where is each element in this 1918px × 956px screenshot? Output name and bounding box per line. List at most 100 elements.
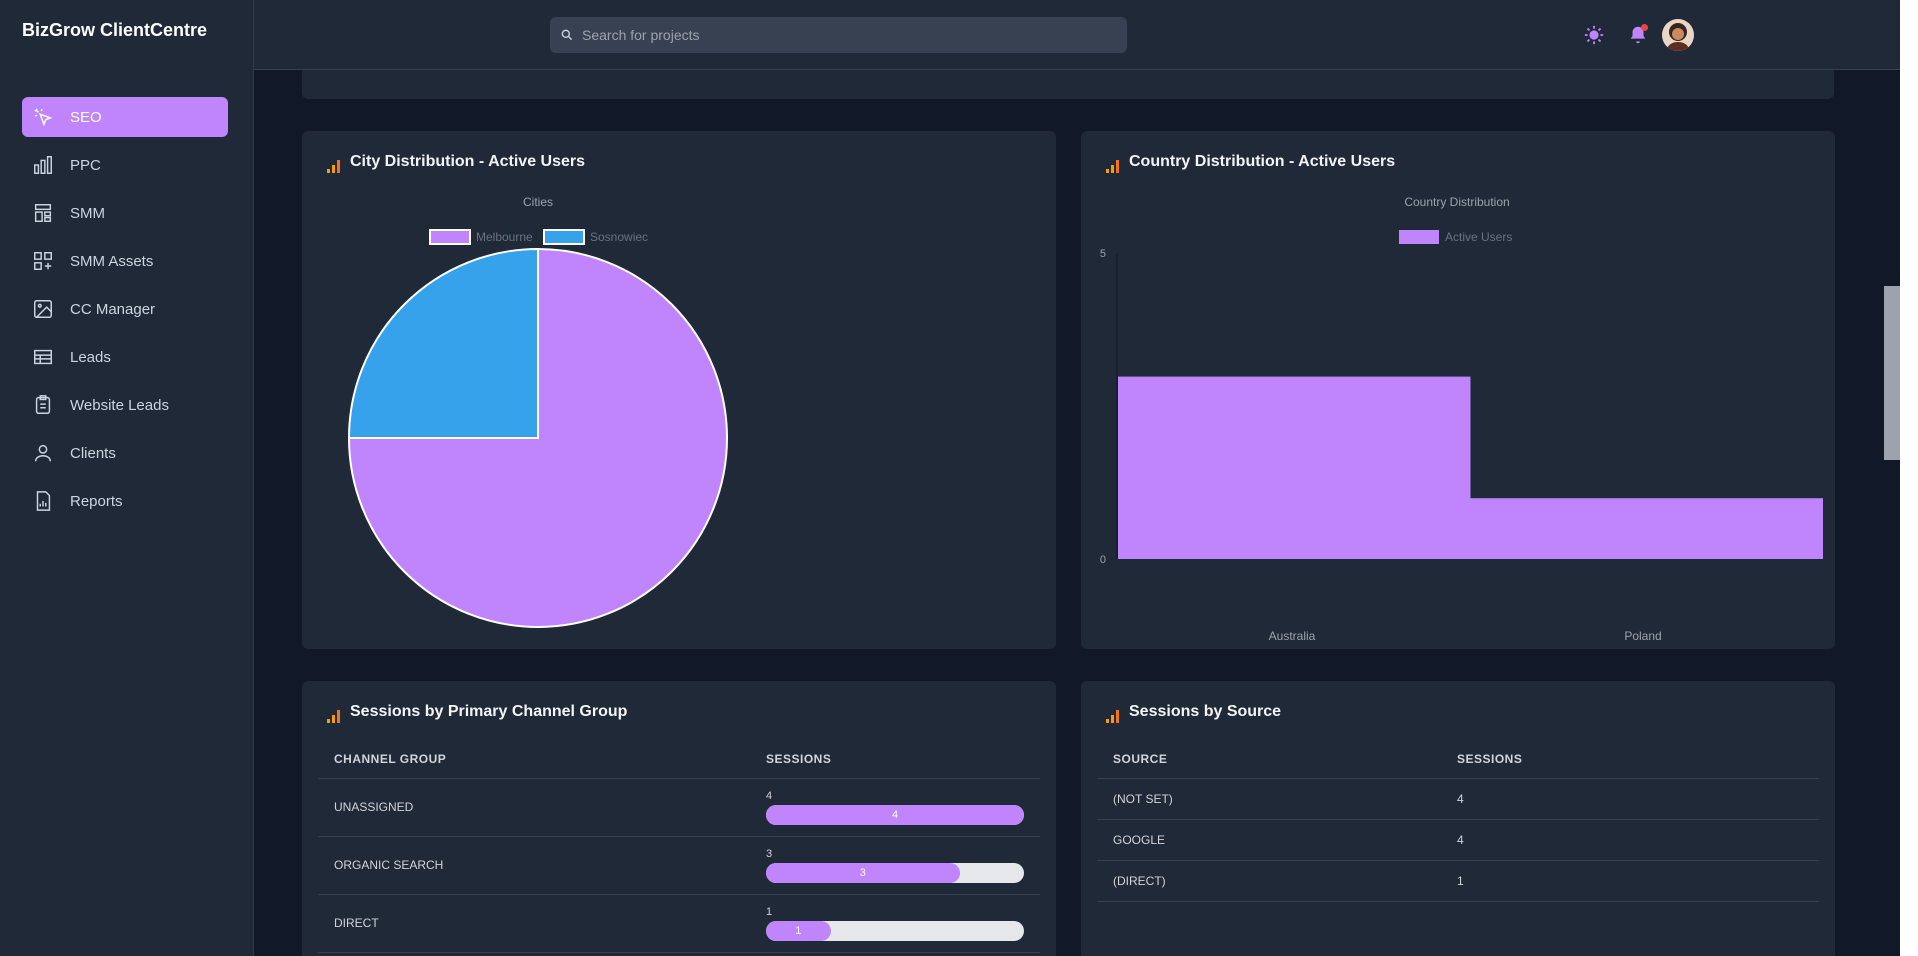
card-title: Sessions by Source [1129,703,1282,720]
image-icon [32,298,54,320]
sessions-progress-fill: 1 [766,920,831,941]
sidebar-item-leads[interactable]: Leads [22,337,228,377]
sidebar-item-reports[interactable]: Reports [22,481,228,521]
analytics-icon [1105,708,1121,724]
sidebar-item-seo[interactable]: SEO [22,97,228,137]
y-tick-label-5: 5 [1100,248,1106,260]
scrollbar-track[interactable] [1900,0,1918,956]
source-table: SOURCE SESSIONS (NOT SET) 4 GOOGLE 4 (DIRECT… [1097,741,1819,902]
city-distribution-card: City Distribution - Active Users Cities … [302,131,1056,649]
sidebar-item-label: PPC [70,156,101,174]
notification-dot [1641,24,1648,31]
x-tick-label-poland: Poland [1624,629,1661,643]
pie-slice-sosnowiec[interactable] [347,247,539,439]
sessions-value: 1 [766,905,773,918]
table-header-row: SOURCE SESSIONS [1097,741,1819,779]
sidebar-item-smm-assets[interactable]: SMM Assets [22,241,228,281]
table-icon [32,346,54,368]
apps-add-icon [32,250,54,272]
legend-swatch-active-users [1399,230,1439,244]
bar-chart-icon [32,154,54,176]
sessions-progress-bar: 3 [766,862,1024,883]
search-box[interactable] [550,17,1127,53]
table-row: (NOT SET) 4 [1097,778,1819,820]
search-icon [561,29,573,41]
channel-group-table: CHANNEL GROUP SESSIONS UNASSIGNED 4 4 ORGAN… [318,741,1040,953]
legend-label-melbourne[interactable]: Melbourne [476,230,533,244]
sidebar-item-smm[interactable]: SMM [22,193,228,233]
sidebar-item-cc-manager[interactable]: CC Manager [22,289,228,329]
analytics-icon [1105,158,1121,174]
source-name: GOOGLE [1097,819,1457,861]
sidebar-item-label: CC Manager [70,300,156,318]
source-name: (DIRECT) [1097,860,1457,902]
legend-swatch-sosnowiec [543,229,585,245]
cursor-click-icon [32,106,54,128]
legend-label-active-users[interactable]: Active Users [1445,230,1512,244]
legend-label-sosnowiec[interactable]: Sosnowiec [590,230,648,244]
source-card: Sessions by Source SOURCE SESSIONS (NOT … [1081,681,1835,956]
sidebar-item-ppc[interactable]: PPC [22,145,228,185]
bar-australia[interactable] [1118,376,1471,559]
search-input[interactable] [582,27,1102,43]
sidebar-item-label: Leads [70,348,111,366]
sidebar-item-label: Reports [70,492,123,510]
column-header-channel-group[interactable]: CHANNEL GROUP [318,741,766,779]
scrollbar-thumb[interactable] [1884,286,1900,460]
sidebar: BizGrow ClientCentre SEO PPC SMM SMM Ass… [0,0,254,956]
analytics-icon [326,708,342,724]
sidebar-item-label: Clients [70,444,116,462]
table-row: GOOGLE 4 [1097,819,1819,861]
table-row: ORGANIC SEARCH 3 3 [318,836,1040,895]
main-content: City Distribution - Active Users Cities … [254,70,1900,956]
sessions-value: 1 [1457,860,1819,902]
chart-title: Country Distribution [1404,195,1509,209]
sessions-value: 3 [766,847,773,860]
sessions-value: 4 [1457,778,1819,820]
sidebar-item-clients[interactable]: Clients [22,433,228,473]
table-row: DIRECT 1 1 [318,894,1040,953]
column-header-sessions[interactable]: SESSIONS [766,741,1040,779]
chart-title: Cities [523,195,553,209]
city-pie-chart: Cities Melbourne Sosnowiec [347,195,728,628]
channel-name: ORGANIC SEARCH [318,836,766,895]
table-row: UNASSIGNED 4 4 [318,778,1040,837]
brand-name[interactable]: BizGrow ClientCentre [22,20,208,40]
channel-name: DIRECT [318,894,766,953]
channel-name: UNASSIGNED [318,778,766,837]
document-chart-icon [32,490,54,512]
country-distribution-card: Country Distribution - Active Users Coun… [1081,131,1835,649]
sidebar-nav: SEO PPC SMM SMM Assets CC Manager [22,97,228,529]
sidebar-item-website-leads[interactable]: Website Leads [22,385,228,425]
sessions-progress-fill: 4 [766,804,1024,825]
clipboard-icon [32,394,54,416]
sidebar-item-label: SEO [70,108,102,126]
sessions-progress-bar: 1 [766,920,1024,941]
sidebar-item-label: SMM [70,204,105,222]
analytics-icon [326,158,342,174]
avatar[interactable] [1662,19,1694,51]
card-title: Sessions by Primary Channel Group [350,703,628,720]
column-header-sessions[interactable]: SESSIONS [1457,741,1819,779]
previous-card [302,70,1834,99]
column-header-source[interactable]: SOURCE [1097,741,1457,779]
sidebar-item-label: Website Leads [70,396,169,414]
country-bar-chart: Country Distribution Active Users 5 0 Au… [1100,195,1824,643]
bell-icon[interactable] [1627,24,1649,46]
sidebar-item-label: SMM Assets [70,252,154,270]
table-header-row: CHANNEL GROUP SESSIONS [318,741,1040,779]
y-tick-label-0: 0 [1100,554,1106,566]
legend-swatch-melbourne [429,229,471,245]
sessions-value: 4 [766,789,773,802]
bar-poland[interactable] [1470,498,1824,559]
topbar [254,0,1900,70]
channel-group-card: Sessions by Primary Channel Group CHANNE… [302,681,1056,956]
sun-icon[interactable] [1583,24,1605,46]
sessions-progress-bar: 4 [766,804,1024,825]
card-title: Country Distribution - Active Users [1129,153,1396,170]
sessions-progress-fill: 3 [766,862,960,883]
x-tick-label-australia: Australia [1269,629,1316,643]
